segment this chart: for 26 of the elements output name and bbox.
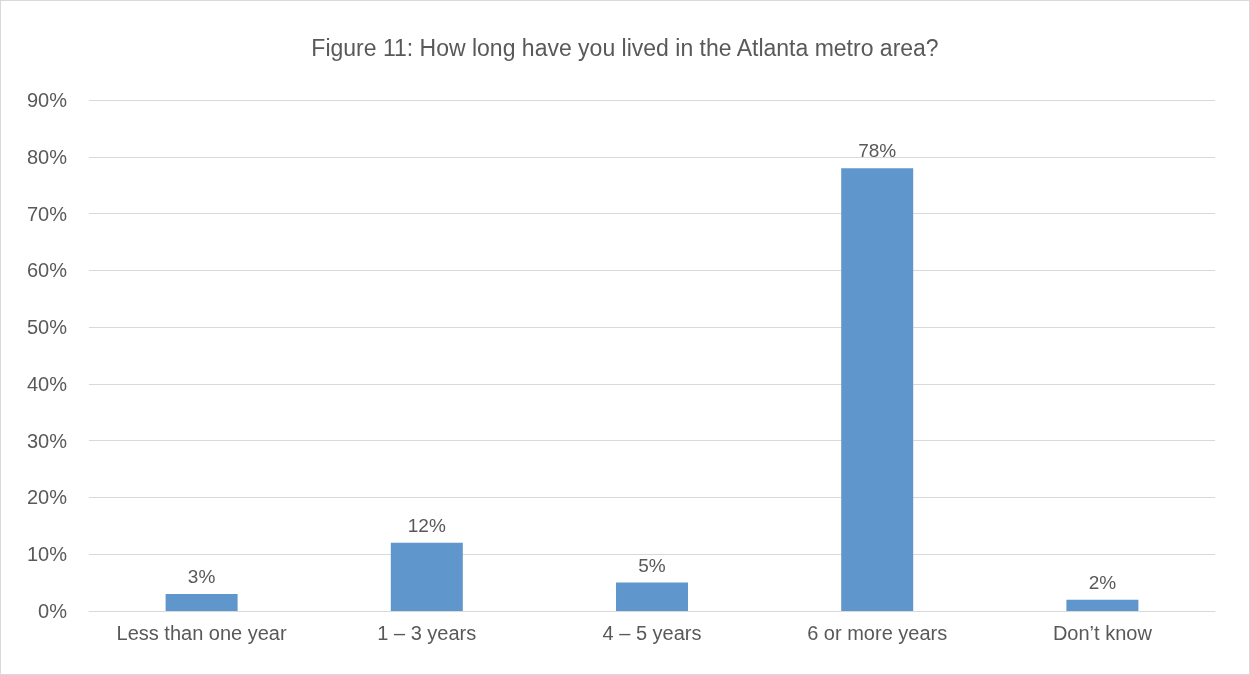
- bar: [165, 593, 238, 611]
- y-tick-label: 90%: [26, 89, 68, 111]
- x-tick-label: Less than one year: [116, 622, 287, 644]
- chart-title: Figure 11: How long have you lived in the Atlanta metro area?: [311, 34, 939, 61]
- y-tick-label: 60%: [26, 259, 68, 282]
- data-label: 12%: [407, 514, 446, 536]
- data-label: 78%: [858, 140, 897, 162]
- y-tick-label: 40%: [26, 372, 68, 395]
- bar: [841, 168, 914, 611]
- y-tick-label: 10%: [26, 543, 68, 566]
- x-tick-label: 1 – 3 years: [377, 622, 477, 644]
- y-tick-label: 30%: [26, 429, 68, 452]
- data-label: 3%: [187, 565, 216, 587]
- y-tick-label: 20%: [26, 486, 68, 509]
- bar: [1066, 599, 1139, 611]
- y-tick-label: 70%: [26, 202, 68, 225]
- data-label: 5%: [638, 554, 666, 576]
- y-tick-label: 80%: [26, 145, 68, 168]
- x-tick-label: Don’t know: [1052, 622, 1153, 644]
- bar: [616, 582, 688, 611]
- x-tick-label: 6 or more years: [807, 622, 948, 644]
- x-tick-label: 4 – 5 years: [602, 622, 702, 644]
- data-label: 2%: [1088, 571, 1117, 593]
- y-tick-label: 50%: [26, 316, 68, 339]
- bar: [390, 542, 463, 611]
- y-tick-label: 0%: [38, 600, 68, 622]
